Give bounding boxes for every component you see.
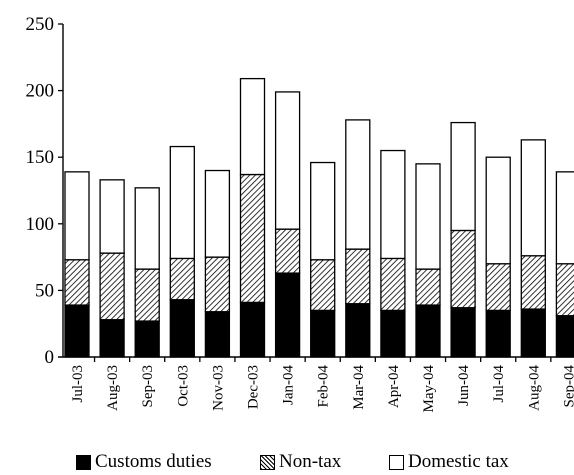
bar-non-tax-dec-03 — [239, 173, 266, 304]
bar-domestic-tax-may-04 — [415, 163, 441, 270]
bar-customs-duties-feb-04 — [310, 309, 336, 358]
bar-customs-duties-aug-03 — [99, 319, 125, 358]
legend-label-customs-duties: Customs duties — [95, 451, 212, 472]
bar-non-tax-apr-04 — [380, 257, 406, 312]
bar-domestic-tax-feb-04 — [310, 161, 336, 261]
bar-domestic-tax-sep-03 — [134, 187, 160, 270]
bar-non-tax-oct-03 — [169, 257, 195, 301]
bar-customs-duties-jun-04 — [450, 307, 476, 358]
x-tick-label-sep-03: Sep-03 — [140, 365, 156, 408]
x-tick-label-feb-04: Feb-04 — [316, 365, 332, 408]
bar-customs-duties-dec-03 — [239, 301, 266, 358]
y-tick-label-50: 50 — [35, 280, 54, 301]
bar-customs-duties-sep-03 — [134, 320, 160, 358]
bar-domestic-tax-sep-04 — [555, 171, 574, 265]
bar-domestic-tax-jun-04 — [450, 121, 476, 232]
bar-non-tax-aug-04 — [520, 255, 546, 310]
bar-customs-duties-jul-04 — [485, 309, 511, 358]
bar-customs-duties-oct-03 — [169, 299, 195, 358]
legend-swatch-customs-duties — [76, 454, 91, 470]
bar-non-tax-may-04 — [415, 268, 441, 306]
bar-domestic-tax-jul-04 — [485, 156, 511, 265]
bar-customs-duties-may-04 — [415, 304, 441, 358]
x-tick-label-dec-03: Dec-03 — [246, 365, 262, 409]
x-tick-label-jun-04: Jun-04 — [456, 365, 472, 406]
bar-non-tax-jul-03 — [64, 259, 90, 306]
x-tick-label-jul-03: Jul-03 — [70, 365, 86, 403]
x-tick-label-apr-04: Apr-04 — [386, 365, 402, 409]
bar-non-tax-sep-03 — [134, 268, 160, 322]
bar-domestic-tax-jan-04 — [274, 91, 301, 230]
bar-customs-duties-jan-04 — [274, 272, 301, 358]
bar-customs-duties-sep-04 — [555, 315, 574, 358]
y-tick-label-250: 250 — [26, 14, 55, 35]
axes-layer: Jul-03 Aug-03 Sep-03 Oct-03 Nov-03 Dec-03 Jan-… — [26, 14, 574, 413]
bar-domestic-tax-aug-04 — [520, 139, 546, 257]
bar-customs-duties-apr-04 — [380, 309, 406, 358]
x-tick-label-may-04: May-04 — [421, 365, 437, 413]
bar-non-tax-aug-03 — [99, 252, 125, 321]
legend-swatch-domestic-tax — [389, 454, 404, 470]
y-tick-label-100: 100 — [26, 214, 55, 235]
bar-domestic-tax-jul-03 — [64, 171, 90, 261]
bar-customs-duties-jul-03 — [64, 304, 90, 358]
y-tick-label-200: 200 — [26, 81, 55, 102]
legend-item-non-tax: Non-tax — [260, 449, 341, 475]
chart-legend: Customs duties Non-tax Domestic tax — [0, 449, 574, 475]
bar-domestic-tax-apr-04 — [380, 149, 406, 260]
legend-item-domestic-tax: Domestic tax — [389, 449, 509, 475]
bars-layer — [64, 77, 574, 358]
bar-domestic-tax-oct-03 — [169, 145, 195, 260]
legend-item-customs-duties: Customs duties — [76, 449, 212, 475]
legend-label-domestic-tax: Domestic tax — [408, 451, 509, 472]
bar-non-tax-mar-04 — [345, 248, 371, 305]
legend-swatch-non-tax — [260, 454, 275, 470]
legend-label-non-tax: Non-tax — [279, 451, 342, 472]
bar-domestic-tax-dec-03 — [239, 77, 266, 176]
bar-non-tax-nov-03 — [204, 256, 231, 313]
bar-non-tax-feb-04 — [310, 259, 336, 312]
bar-non-tax-jan-04 — [274, 228, 301, 274]
bar-customs-duties-aug-04 — [520, 308, 546, 358]
bar-domestic-tax-aug-03 — [99, 179, 125, 254]
bar-non-tax-sep-04 — [555, 263, 574, 317]
chart-canvas: Jul-03 Aug-03 Sep-03 Oct-03 Nov-03 Dec-03 Jan-… — [26, 14, 574, 413]
y-tick-label-150: 150 — [26, 147, 55, 168]
bar-customs-duties-nov-03 — [204, 311, 231, 358]
x-tick-label-jul-04: Jul-04 — [491, 365, 507, 403]
x-tick-label-aug-03: Aug-03 — [105, 365, 121, 411]
bar-domestic-tax-mar-04 — [345, 119, 371, 250]
x-tick-label-nov-03: Nov-03 — [210, 365, 226, 411]
bar-customs-duties-mar-04 — [345, 303, 371, 358]
bar-non-tax-jul-04 — [485, 263, 511, 312]
x-tick-label-mar-04: Mar-04 — [351, 365, 367, 410]
x-tick-label-oct-03: Oct-03 — [175, 365, 191, 407]
x-tick-label-aug-04: Aug-04 — [526, 365, 542, 411]
x-tick-label-sep-04: Sep-04 — [561, 365, 574, 408]
y-tick-label-0: 0 — [45, 347, 55, 368]
x-tick-label-jan-04: Jan-04 — [281, 365, 297, 405]
bar-non-tax-jun-04 — [450, 229, 476, 309]
bar-domestic-tax-nov-03 — [204, 169, 231, 258]
